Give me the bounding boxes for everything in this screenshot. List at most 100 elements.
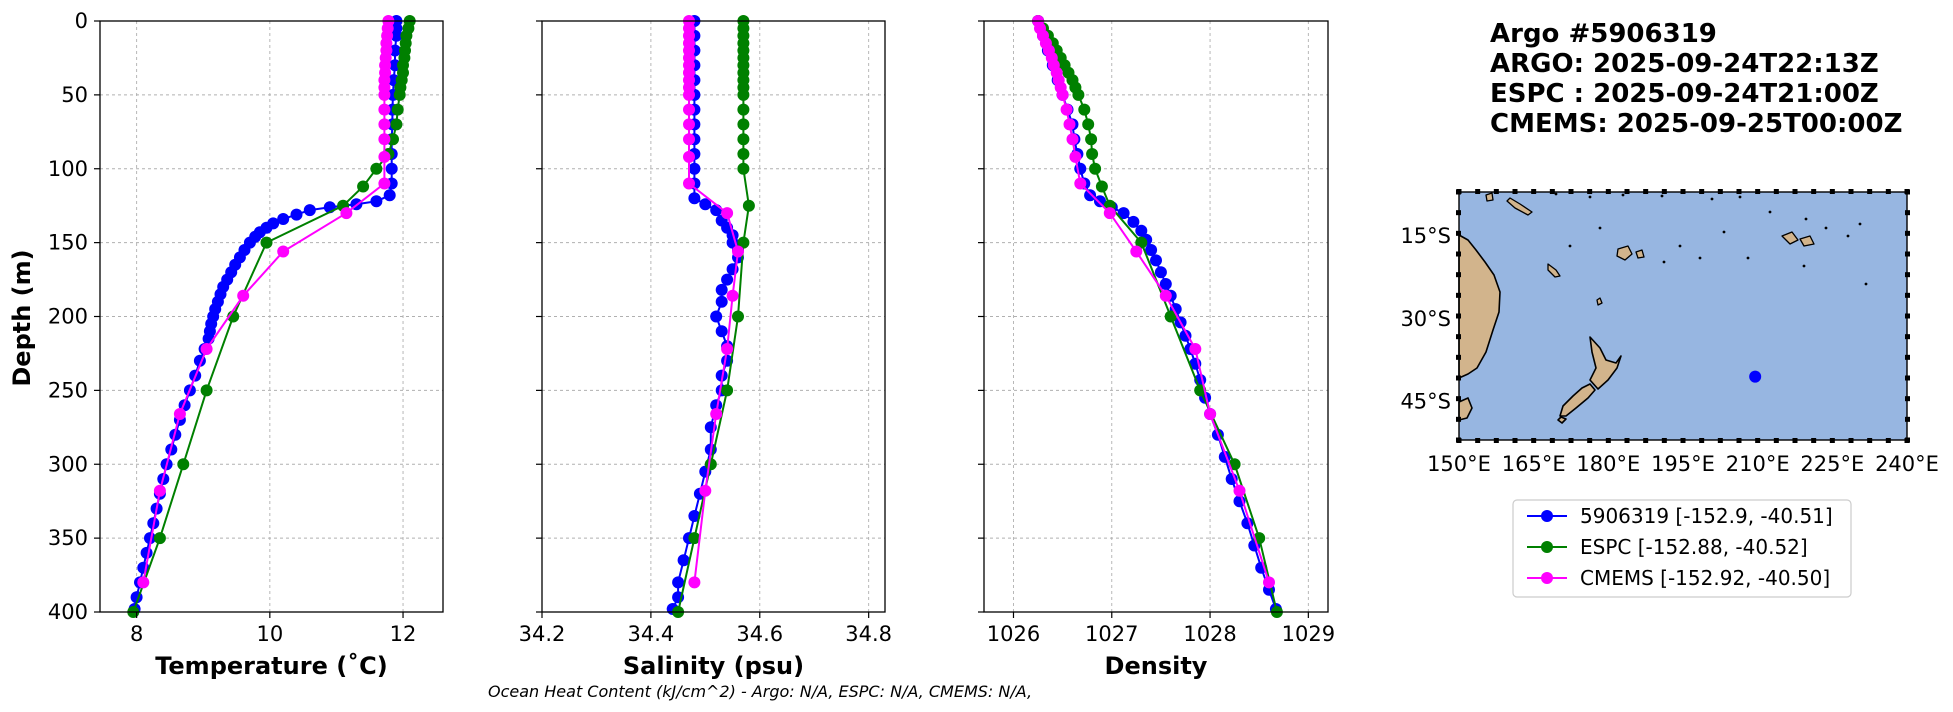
- map-border-tick: [1549, 438, 1555, 443]
- atoll: [1660, 194, 1664, 198]
- data-point: [688, 162, 701, 175]
- ocean-heat-content-note: Ocean Heat Content (kJ/cm^2) - Argo: N/A…: [488, 682, 1032, 701]
- data-point: [1228, 458, 1241, 471]
- x-tick-label: 34.8: [845, 622, 892, 646]
- x-tick-label: 34.4: [628, 622, 675, 646]
- data-point: [1084, 189, 1097, 202]
- data-point: [737, 118, 750, 131]
- map-border-tick: [1549, 189, 1555, 194]
- data-point: [177, 458, 190, 471]
- island: [1781, 231, 1799, 245]
- series-line-argo: [1037, 20, 1277, 610]
- data-point: [1103, 207, 1116, 220]
- data-point: [688, 576, 701, 589]
- data-point: [715, 283, 728, 296]
- data-point: [144, 532, 156, 545]
- map-lon-label: 210°E: [1726, 452, 1790, 476]
- map-border-tick: [1867, 438, 1873, 443]
- atoll: [1621, 193, 1625, 197]
- data-point: [732, 245, 744, 258]
- data-point: [378, 118, 391, 131]
- map-border-tick: [1905, 396, 1910, 402]
- map-border-tick: [1456, 210, 1461, 216]
- atoll: [1662, 260, 1666, 264]
- data-point: [1082, 118, 1095, 131]
- data-point: [721, 207, 734, 220]
- data-point: [721, 273, 734, 286]
- map-border-tick: [1680, 438, 1686, 443]
- map-border-tick: [1456, 272, 1461, 278]
- legend-marker-espc: [1541, 541, 1553, 553]
- title-line-argo-time: ARGO: 2025-09-24T22:13Z: [1490, 49, 1879, 79]
- data-point: [200, 343, 213, 355]
- data-point: [370, 162, 383, 175]
- map-border-tick: [1512, 438, 1518, 443]
- data-point: [391, 103, 404, 116]
- series-argo: [128, 15, 403, 615]
- data-point: [357, 180, 370, 193]
- fiji-island: [1616, 245, 1633, 261]
- data-point: [378, 150, 391, 163]
- map-lon-label: 195°E: [1651, 452, 1715, 476]
- map-border-tick: [1736, 189, 1742, 194]
- data-point: [378, 177, 391, 190]
- map-border-tick: [1905, 354, 1910, 360]
- map-border-tick: [1512, 189, 1518, 194]
- atoll: [1802, 264, 1806, 268]
- x-tick-label: 8: [130, 622, 143, 646]
- data-point: [1072, 88, 1085, 101]
- map-border-tick: [1829, 438, 1835, 443]
- data-point: [1150, 254, 1162, 267]
- series-line-cmems: [142, 20, 390, 583]
- legend-frame: [1512, 499, 1852, 598]
- data-point: [704, 458, 717, 471]
- x-tick-label: 12: [390, 622, 417, 646]
- data-point: [389, 44, 401, 57]
- atoll: [1698, 256, 1702, 260]
- map-lat-label: 15°S: [1400, 224, 1451, 248]
- y-tick-label: 350: [48, 526, 88, 550]
- map-border-tick: [1829, 189, 1835, 194]
- y-tick-label: 50: [61, 83, 88, 107]
- data-point: [137, 576, 150, 589]
- data-point: [390, 118, 403, 131]
- data-point: [1154, 266, 1167, 279]
- map-border-tick: [1792, 438, 1798, 443]
- series-line-argo: [133, 21, 398, 610]
- axes-frame: [983, 20, 1329, 613]
- map-border-tick: [1456, 396, 1461, 402]
- map-border-tick: [1605, 189, 1611, 194]
- x-tick-label: 34.6: [736, 622, 783, 646]
- data-point: [173, 408, 186, 420]
- data-point: [710, 399, 723, 412]
- map-border-tick: [1531, 438, 1537, 443]
- atoll: [1824, 226, 1828, 230]
- map-border-tick: [1885, 438, 1891, 443]
- map-border-tick: [1699, 189, 1705, 194]
- map-border-tick: [1493, 189, 1499, 194]
- series-line-argo: [671, 21, 739, 610]
- data-point: [153, 532, 166, 545]
- map-border-tick: [1905, 313, 1910, 319]
- map-border-tick: [1456, 292, 1461, 298]
- map-border-tick: [1456, 313, 1461, 319]
- panel-temperature: 8 10 12 0 50 100 150 200 250 300 350 400 Temperature…: [48, 9, 444, 680]
- data-point: [1078, 103, 1091, 116]
- atoll: [1722, 230, 1726, 234]
- map-border-tick: [1755, 189, 1761, 194]
- map-border-tick: [1905, 230, 1910, 236]
- series-espc: [672, 15, 755, 618]
- data-point: [1145, 244, 1158, 256]
- australia-land: [1458, 234, 1501, 379]
- data-point: [200, 384, 213, 397]
- data-point: [737, 88, 750, 101]
- island: [1799, 235, 1815, 247]
- data-point: [1233, 484, 1246, 497]
- data-point: [721, 343, 734, 355]
- map-border-tick: [1717, 438, 1723, 443]
- y-tick-label: 150: [48, 231, 88, 255]
- data-point: [340, 207, 353, 220]
- data-point: [715, 295, 728, 308]
- temperature-axis-label: Temperature (˚C): [155, 652, 388, 680]
